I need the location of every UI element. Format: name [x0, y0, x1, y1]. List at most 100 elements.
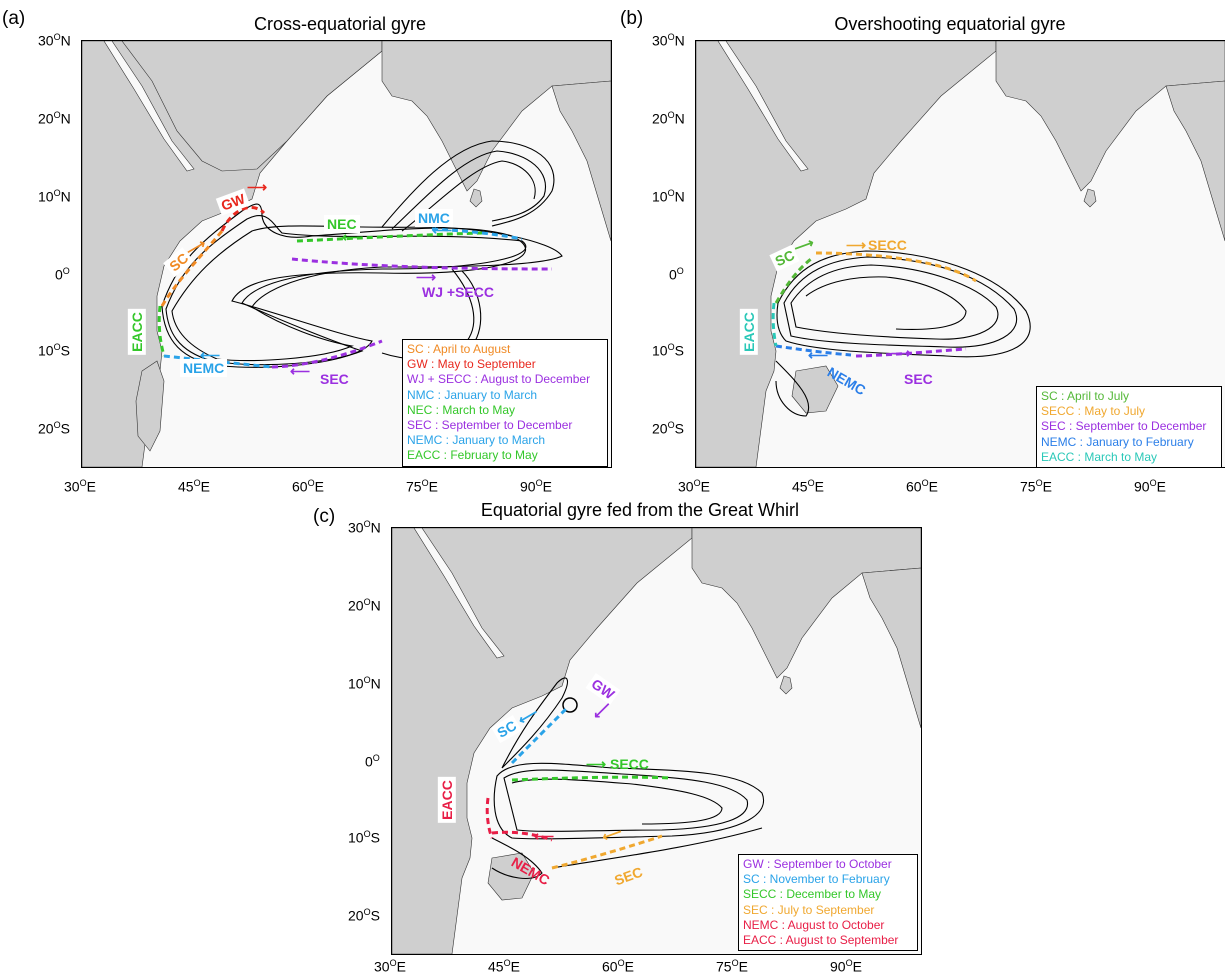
panel-b-legend: SC : April to July SECC : May to July SE… [1036, 386, 1222, 467]
legend-item: SC : November to February [743, 872, 890, 887]
lon-tick: 75OE [1020, 478, 1052, 495]
current-label-eacc: EACC [127, 309, 146, 355]
current-label-eacc: EACC [739, 309, 758, 355]
land-madagascar [791, 365, 839, 414]
lat-tick: 10ON [348, 675, 381, 692]
panel-c-map-svg [392, 528, 921, 954]
lat-tick: 30ON [652, 32, 685, 49]
sc-path [510, 706, 569, 765]
legend-item: EACC : August to September [743, 933, 899, 948]
lat-tick: 0O [55, 266, 70, 283]
lat-tick: 20ON [38, 110, 71, 127]
lat-tick: 20OS [38, 420, 70, 437]
current-label-nemc: NEMC [180, 359, 228, 377]
arrow-sec: ⟶ [891, 345, 912, 361]
nemc-path [775, 344, 852, 357]
lon-tick: 90OE [520, 478, 552, 495]
lat-tick: 30ON [348, 519, 381, 536]
land-sri-lanka [1083, 188, 1097, 208]
nemc-path [491, 830, 553, 842]
lon-tick: 30OE [678, 478, 710, 495]
land-sri-lanka [469, 188, 483, 208]
current-label-wj-secc: WJ +SECC [422, 284, 494, 300]
arrow-nemc: ⟵ [534, 828, 555, 844]
nec-path [296, 231, 483, 243]
legend-item: WJ + SECC : August to December [407, 372, 591, 387]
gw-eddy [562, 697, 578, 713]
legend-item: SC : April to August [407, 342, 511, 356]
wj-secc-path [291, 257, 553, 271]
nemc-path [163, 354, 273, 369]
lon-tick: 90OE [1134, 478, 1166, 495]
lon-tick: 30OE [64, 478, 96, 495]
arrow-secc: ⟶ [846, 237, 867, 253]
arrow-nec: ⟵ [342, 229, 363, 245]
legend-item: SEC : September to December [1041, 419, 1207, 434]
panel-b-letter: (b) [620, 8, 644, 29]
secc-path [511, 775, 673, 782]
lat-tick: 10OS [652, 342, 684, 359]
sec-path [855, 347, 967, 358]
eacc-path [771, 302, 778, 347]
lat-tick: 20ON [348, 597, 381, 614]
lon-tick: 90OE [830, 958, 862, 975]
lon-tick: 60OE [292, 478, 324, 495]
lat-tick: 20OS [652, 420, 684, 437]
land-se-asia [1165, 80, 1225, 242]
arrow-nemc: ⟵ [808, 347, 829, 363]
sc-path [774, 257, 812, 304]
current-label-secc: SECC [610, 756, 649, 772]
current-label-eacc: EACC [437, 777, 456, 823]
lat-tick: 30ON [38, 32, 71, 49]
lon-tick: 75OE [406, 478, 438, 495]
panel-a-letter: (a) [2, 8, 26, 29]
panel-c-title: Equatorial gyre fed from the Great Whirl [480, 500, 800, 520]
lat-tick: 10OS [38, 342, 70, 359]
lat-tick: 20ON [652, 110, 685, 127]
arrow-sec: ⟵ [290, 363, 311, 379]
lat-tick: 10OS [348, 829, 380, 846]
arrow-nemc: ⟵ [200, 347, 221, 363]
red-sea [717, 41, 809, 172]
arrow-nmc: ⟵ [432, 222, 453, 238]
trajectory-bundle-a [161, 140, 563, 368]
trajectory-bundle-b [775, 250, 1031, 417]
lat-tick: 10ON [38, 188, 71, 205]
land-se-asia [551, 80, 611, 242]
land-sri-lanka [779, 675, 793, 695]
current-label-secc: SECC [868, 237, 907, 253]
land-madagascar [135, 360, 165, 452]
sc-path [160, 230, 224, 307]
legend-item: SEC : July to September [743, 902, 875, 917]
gw-path [220, 206, 266, 232]
lat-tick: 20OS [348, 907, 380, 924]
legend-item: GW : September to October [743, 857, 892, 871]
legend-item: GW : May to September [407, 357, 536, 372]
sec-path [551, 834, 663, 870]
land-se-asia [861, 567, 921, 729]
legend-item: SECC : May to July [1041, 404, 1146, 419]
legend-item: NEC : March to May [407, 402, 516, 417]
lon-tick: 45OE [488, 958, 520, 975]
panel-b-title: Overshooting equatorial gyre [834, 14, 1066, 34]
eacc-path [157, 305, 166, 357]
lon-tick: 60OE [906, 478, 938, 495]
arrow-gw: ⟶ [247, 179, 268, 195]
legend-item: NEMC : January to February [1041, 434, 1194, 449]
red-sea [413, 528, 505, 659]
legend-item: SECC : December to May [743, 887, 882, 902]
lat-tick: 10ON [652, 188, 685, 205]
legend-item: NEMC : January to March [407, 433, 546, 448]
panel-c-map: GW ⟶ SC ⟵ SECC ⟶ EACC NEMC ⟵ SEC ⟵ GW : … [391, 527, 922, 955]
lat-tick: 0O [669, 266, 684, 283]
lon-tick: 45OE [178, 478, 210, 495]
sec-path [271, 339, 383, 369]
legend-item: NMC : January to March [407, 387, 538, 402]
secc-path [815, 251, 977, 283]
lon-tick: 60OE [602, 958, 634, 975]
legend-item: SEC : September to December [407, 418, 573, 433]
arrow-secc: ⟶ [586, 756, 607, 772]
panel-c-letter: (c) [313, 506, 336, 527]
land-africa-arabia [392, 528, 693, 954]
current-label-sec: SEC [320, 371, 349, 387]
